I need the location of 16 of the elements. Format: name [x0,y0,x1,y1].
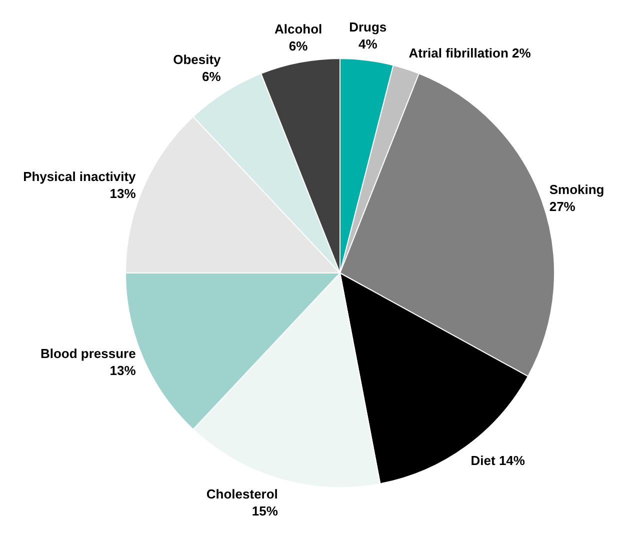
slice-label: Diet 14% [470,453,526,468]
data-label: 4% [358,36,378,52]
data-label: 6% [288,38,308,54]
slice-label: Smoking [549,182,604,198]
data-label: 6% [202,69,222,84]
slice-label: Alcohol [274,21,322,36]
data-label: 15% [252,504,278,519]
slice-label: Blood pressure [40,346,136,361]
slice-label: Physical inactivity [23,169,137,184]
slice-label: Atrial fibrillation 2% [408,45,532,60]
data-label: 27% [549,199,576,214]
data-label: 13% [110,362,136,378]
slice-label: Obesity [173,52,222,68]
data-label: 13% [110,186,136,202]
slice-label: Drugs [349,19,387,34]
slice-label: Cholesterol [206,486,278,502]
